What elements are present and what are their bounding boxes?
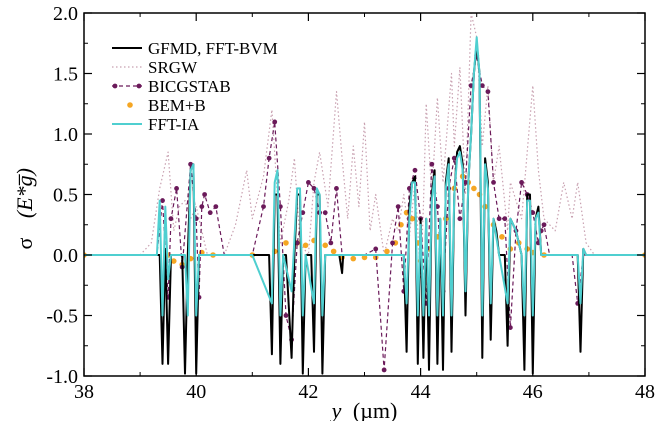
y-tick-label: 0.0 (53, 245, 78, 267)
legend-label: BICGSTAB (148, 77, 231, 96)
series-point (174, 186, 179, 191)
series-point (471, 185, 477, 192)
series-point (507, 325, 513, 330)
x-axis-label: y (µm) (330, 398, 398, 421)
series-point (463, 180, 468, 185)
legend-entry: BEM+B (127, 96, 206, 115)
legend-label: BEM+B (148, 96, 206, 115)
x-tick-label: 42 (298, 381, 318, 403)
series-point (519, 180, 524, 185)
series-point (502, 216, 508, 222)
series-srgw (84, 13, 645, 280)
x-tick-label: 48 (635, 381, 655, 403)
series-layer (84, 13, 645, 375)
series-point (283, 240, 289, 246)
y-axis-label: σ (E*g̅) (12, 168, 37, 249)
series-point (311, 186, 317, 191)
series-point (491, 180, 496, 185)
x-axis-unit: (µm) (353, 398, 397, 421)
series-point (361, 254, 368, 261)
legend-entry: FFT-IA (112, 115, 200, 134)
series-point (409, 215, 415, 222)
legend-label: SRGW (148, 58, 198, 77)
series-line (84, 13, 645, 280)
series-point (266, 155, 272, 161)
series-point (350, 255, 357, 262)
x-tick-label: 46 (523, 381, 543, 403)
series-point (207, 210, 213, 216)
series-point (300, 210, 306, 216)
ticks-layer: 38 40 42 44 46 48 -1.0 -0.5 0.0 0.5 1.0 1.5 2.0 (46, 3, 655, 403)
legend-label: FFT-IA (148, 115, 200, 134)
y-tick-label: -0.5 (46, 306, 78, 328)
series-point (306, 180, 311, 185)
axis-labels: σ (E*g̅) y (µm) (12, 168, 397, 421)
legend-entry: SRGW (112, 58, 198, 77)
legend-marker (112, 83, 118, 89)
series-point (395, 204, 401, 210)
series-point (381, 367, 387, 373)
legend-label: GFMD, FFT-BVM (148, 39, 278, 58)
series-point (202, 192, 208, 197)
series-point (272, 119, 278, 125)
series-point (330, 248, 337, 255)
legend-entry: GFMD, FFT-BVM (112, 39, 278, 58)
y-axis-symbol: σ (12, 238, 37, 250)
series-point (261, 204, 266, 210)
series-point (390, 240, 395, 246)
series-point (283, 313, 289, 318)
series-point (213, 204, 219, 210)
y-tick-label: 0.5 (53, 185, 78, 207)
series-point (429, 161, 435, 167)
series-fft-ia (84, 36, 645, 317)
series-point (485, 89, 491, 95)
series-point (160, 198, 165, 203)
x-tick-label: 38 (74, 381, 94, 403)
series-point (479, 83, 485, 88)
series-point (457, 216, 463, 222)
series-point (322, 242, 329, 249)
x-tick-label: 40 (186, 381, 206, 403)
series-point (199, 204, 205, 210)
y-tick-label: -1.0 (46, 366, 78, 388)
series-point (530, 210, 536, 216)
x-axis-symbol: y (330, 398, 342, 421)
series-point (168, 216, 174, 222)
series-point (499, 234, 505, 240)
series-point (412, 167, 418, 173)
series-point (322, 210, 328, 216)
y-axis-unit: (E*g̅) (12, 168, 37, 218)
series-point (302, 242, 309, 249)
y-tick-label: 2.0 (53, 3, 78, 25)
x-tick-label: 44 (411, 381, 431, 403)
series-point (328, 240, 334, 246)
legend-marker (127, 102, 133, 108)
y-tick-label: 1.5 (53, 64, 78, 86)
series-line (84, 54, 645, 371)
y-tick-label: 1.0 (53, 124, 78, 146)
series-point (170, 258, 177, 264)
series-point (451, 155, 457, 161)
legend-marker (136, 83, 142, 89)
series-bicgstab (84, 52, 645, 373)
series-point (541, 222, 547, 228)
series-point (384, 248, 390, 255)
series-line (84, 36, 645, 317)
series-point (334, 186, 339, 191)
series-point (496, 216, 502, 222)
series-point (373, 246, 379, 252)
legend-entry: BICGSTAB (112, 77, 231, 96)
